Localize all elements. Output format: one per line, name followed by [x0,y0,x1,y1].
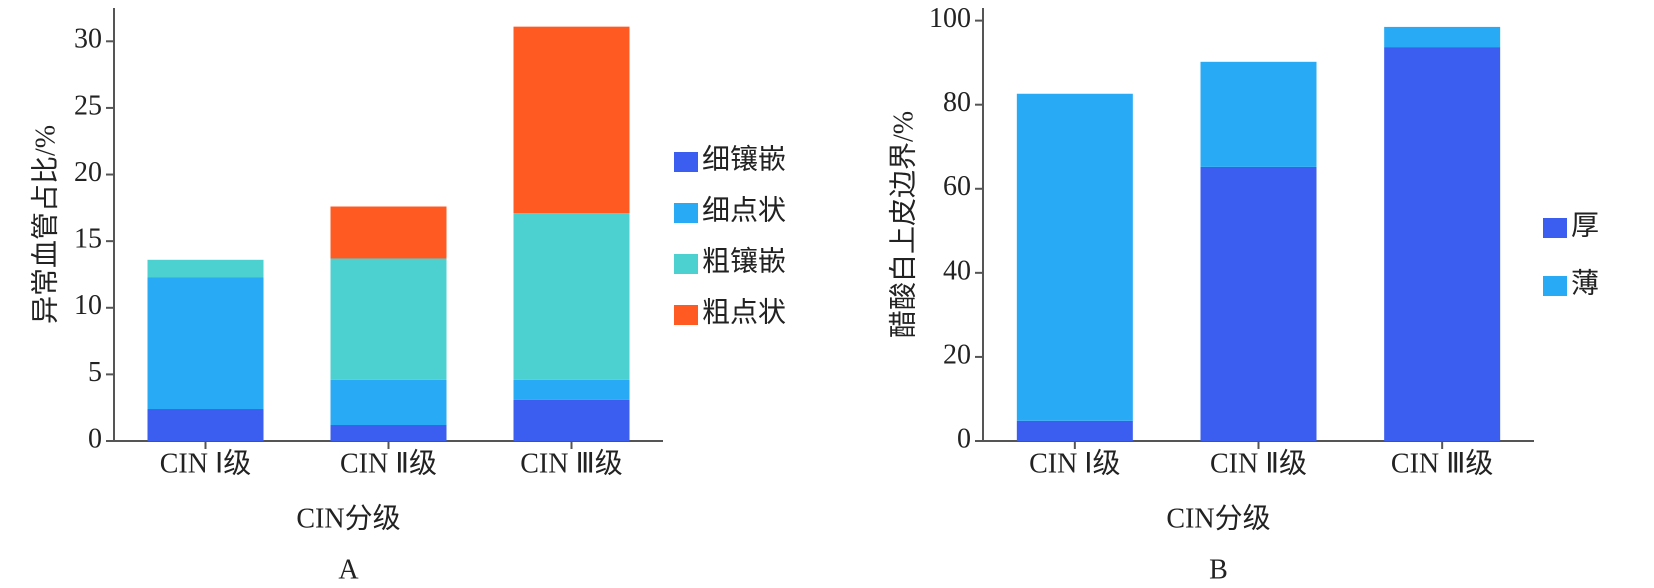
legend-label: 薄 [1571,267,1599,299]
bar-segment [330,379,447,426]
bar-segment [147,259,264,278]
bar-segment [1384,47,1501,441]
bar-segment [513,213,630,380]
bar-segment [330,206,447,259]
bar-segment [147,409,264,441]
legend-label: 厚 [1571,210,1599,241]
legend-label: 细镶嵌 [702,143,786,175]
legend-label: 粗镶嵌 [702,245,786,277]
legend-swatch [1543,218,1567,238]
y-tick-label: 100 [929,3,971,34]
legend-swatch [674,254,698,274]
y-tick-label: 60 [943,171,971,202]
bar-segment [1200,166,1317,441]
bar-segment [1200,61,1317,167]
x-axis-title: CIN分级 [296,502,400,534]
y-tick-label: 15 [74,224,102,255]
x-axis-title: CIN分级 [1166,502,1270,534]
x-tick-label: CIN Ⅰ级 [1029,447,1120,479]
y-tick-label: 20 [943,339,971,370]
x-tick-label: CIN Ⅲ级 [520,447,623,479]
y-tick-label: 20 [74,157,102,188]
legend-swatch [674,305,698,325]
y-tick-label: 0 [88,423,102,454]
bar-segment [1016,93,1133,421]
y-tick-label: 10 [74,290,102,321]
y-tick-label: 0 [957,423,971,454]
legend-swatch [674,203,698,223]
bar-segment [330,425,447,441]
x-tick-label: CIN Ⅲ级 [1391,447,1494,479]
bar-segment [1016,420,1133,441]
legend-label: 粗点状 [702,296,786,328]
legend-swatch [674,152,698,172]
bar-segment [147,277,264,410]
y-axis-title: 异常血管占比/% [29,125,61,324]
bar-segment [513,379,630,400]
bar-segment [513,399,630,441]
y-tick-label: 80 [943,87,971,118]
bar-segment [513,26,630,214]
y-tick-label: 30 [74,24,102,55]
legend-label: 细点状 [702,194,786,226]
panel-label: B [1209,554,1228,585]
x-tick-label: CIN Ⅱ级 [1210,447,1307,479]
x-tick-label: CIN Ⅱ级 [340,447,437,479]
y-axis-title: 醋酸白上皮边界/% [887,111,919,338]
y-tick-label: 5 [88,357,102,388]
x-tick-label: CIN Ⅰ级 [160,447,251,479]
y-tick-label: 40 [943,255,971,286]
legend-swatch [1543,276,1567,296]
bar-segment [1384,26,1501,48]
y-tick-label: 25 [74,90,102,121]
bar-segment [330,258,447,380]
panel-label: A [338,554,359,585]
